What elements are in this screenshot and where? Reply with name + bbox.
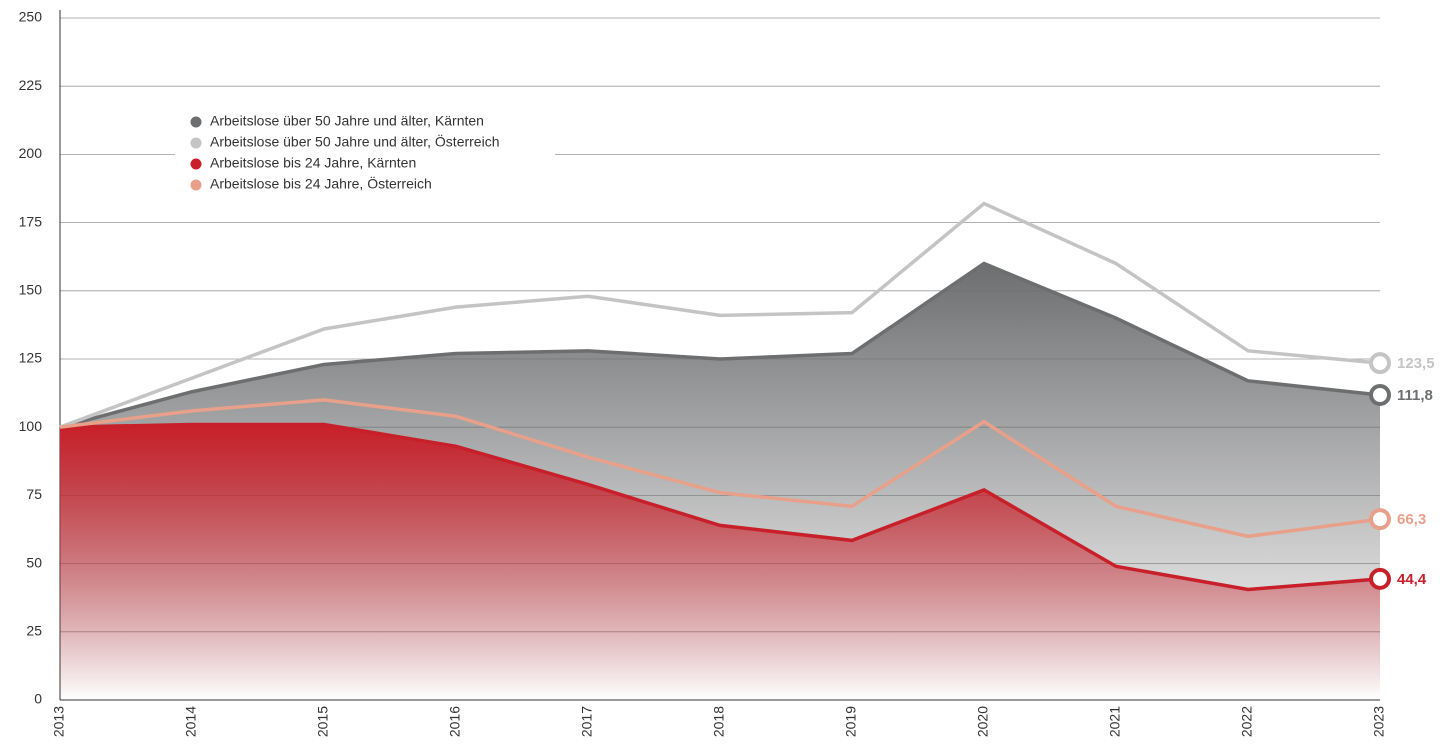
value-label: 66,3	[1397, 511, 1426, 528]
value-label: 123,5	[1397, 355, 1435, 372]
end-marker	[1369, 352, 1391, 375]
end-marker	[1369, 567, 1391, 590]
end-marker	[1369, 384, 1391, 407]
x-tick-label: 2013	[51, 706, 67, 737]
x-tick-label: 2017	[579, 706, 595, 737]
y-tick-label: 75	[26, 486, 42, 502]
y-tick-label: 150	[19, 282, 43, 298]
legend-label: Arbeitslose über 50 Jahre und älter, Öst…	[210, 133, 500, 150]
x-tick-label: 2018	[711, 706, 727, 737]
legend-label: Arbeitslose bis 24 Jahre, Österreich	[210, 175, 432, 192]
area	[60, 424, 1380, 700]
labels: 0 25 50 75 100 125 150 175 200 225 250 2013 2014 2015…	[19, 9, 1435, 737]
x-tick-label: 2014	[183, 706, 199, 737]
line	[59, 201, 1381, 429]
legend: Arbeitslose über 50 Jahre und älter, Kär…	[175, 110, 555, 202]
end-marker	[1369, 508, 1391, 531]
legend-label: Arbeitslose über 50 Jahre und älter, Kär…	[210, 113, 484, 129]
y-tick-label: 0	[34, 691, 42, 707]
y-tick-label: 100	[19, 418, 43, 434]
lines	[59, 201, 1391, 592]
y-tick-label: 225	[19, 77, 43, 93]
x-tick-label: 2020	[975, 706, 991, 737]
x-tick-label: 2022	[1239, 706, 1255, 737]
legend-swatch	[190, 179, 202, 191]
legend-swatch	[190, 137, 202, 149]
x-tick-label: 2015	[315, 706, 331, 737]
x-tick-label: 2016	[447, 706, 463, 737]
x-tick-label: 2023	[1371, 706, 1387, 737]
y-tick-label: 125	[19, 350, 43, 366]
line	[59, 398, 1381, 539]
areas	[60, 263, 1380, 700]
value-label: 44,4	[1397, 571, 1427, 588]
y-tick-label: 175	[19, 213, 43, 229]
y-tick-label: 200	[19, 145, 43, 161]
value-label: 111,8	[1397, 387, 1433, 404]
x-tick-label: 2019	[843, 706, 859, 737]
y-tick-label: 50	[26, 554, 42, 570]
line	[59, 261, 1381, 429]
x-tick-label: 2021	[1107, 706, 1123, 737]
line	[59, 422, 1381, 592]
y-tick-label: 250	[19, 9, 43, 25]
legend-swatch	[190, 116, 202, 128]
legend-box	[175, 110, 555, 202]
legend-swatch	[190, 158, 202, 170]
legend-label: Arbeitslose bis 24 Jahre, Kärnten	[210, 155, 416, 171]
y-tick-label: 25	[26, 623, 42, 639]
